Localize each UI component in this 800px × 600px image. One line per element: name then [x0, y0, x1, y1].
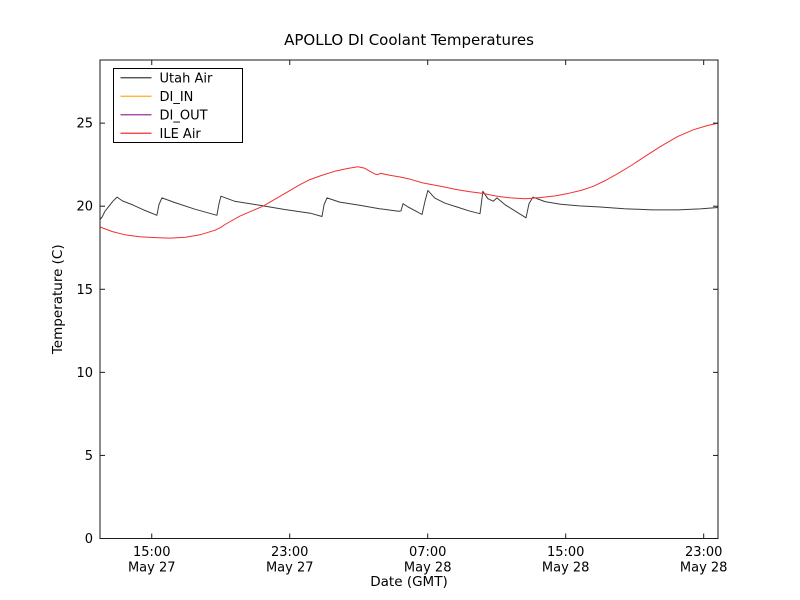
x-axis-label: Date (GMT): [370, 574, 447, 590]
x-tick-date: May 28: [404, 561, 452, 576]
y-tick-labels: 0 5 10 15 20 25: [76, 117, 93, 547]
legend-label-di-in: DI_IN: [160, 90, 194, 105]
y-tick-label: 15: [76, 283, 93, 298]
x-tick-date: May 28: [680, 561, 728, 576]
legend-box: [113, 68, 243, 143]
x-tick-time: 15:00: [547, 545, 584, 560]
x-tick-date: May 27: [266, 561, 314, 576]
x-tick-time: 15:00: [133, 545, 170, 560]
x-tick-time: 07:00: [409, 545, 446, 560]
ile-air-line: [99, 122, 719, 239]
y-tick-label: 10: [76, 366, 93, 381]
plot-series: [99, 122, 719, 239]
utah-air-line: [99, 189, 719, 220]
x-tick-date: May 28: [542, 561, 590, 576]
plot-frame: [99, 59, 719, 539]
legend-label-di-out: DI_OUT: [160, 108, 208, 123]
y-tick-label: 5: [85, 449, 93, 464]
legend-label-utah-air: Utah Air: [160, 71, 213, 86]
axis-ticks: [100, 60, 718, 539]
x-tick-date: May 27: [128, 561, 176, 576]
legend-label-ile-air: ILE Air: [160, 127, 202, 142]
x-tick-time: 23:00: [271, 545, 308, 560]
x-tick-time: 23:00: [685, 545, 722, 560]
y-tick-label: 20: [76, 200, 93, 215]
chart-title: APOLLO DI Coolant Temperatures: [284, 31, 534, 49]
legend: Utah Air DI_IN DI_OUT ILE Air: [113, 68, 243, 143]
y-tick-label: 0: [85, 532, 93, 547]
y-tick-label: 25: [76, 117, 93, 132]
y-axis-label: Temperature (C): [50, 244, 66, 355]
